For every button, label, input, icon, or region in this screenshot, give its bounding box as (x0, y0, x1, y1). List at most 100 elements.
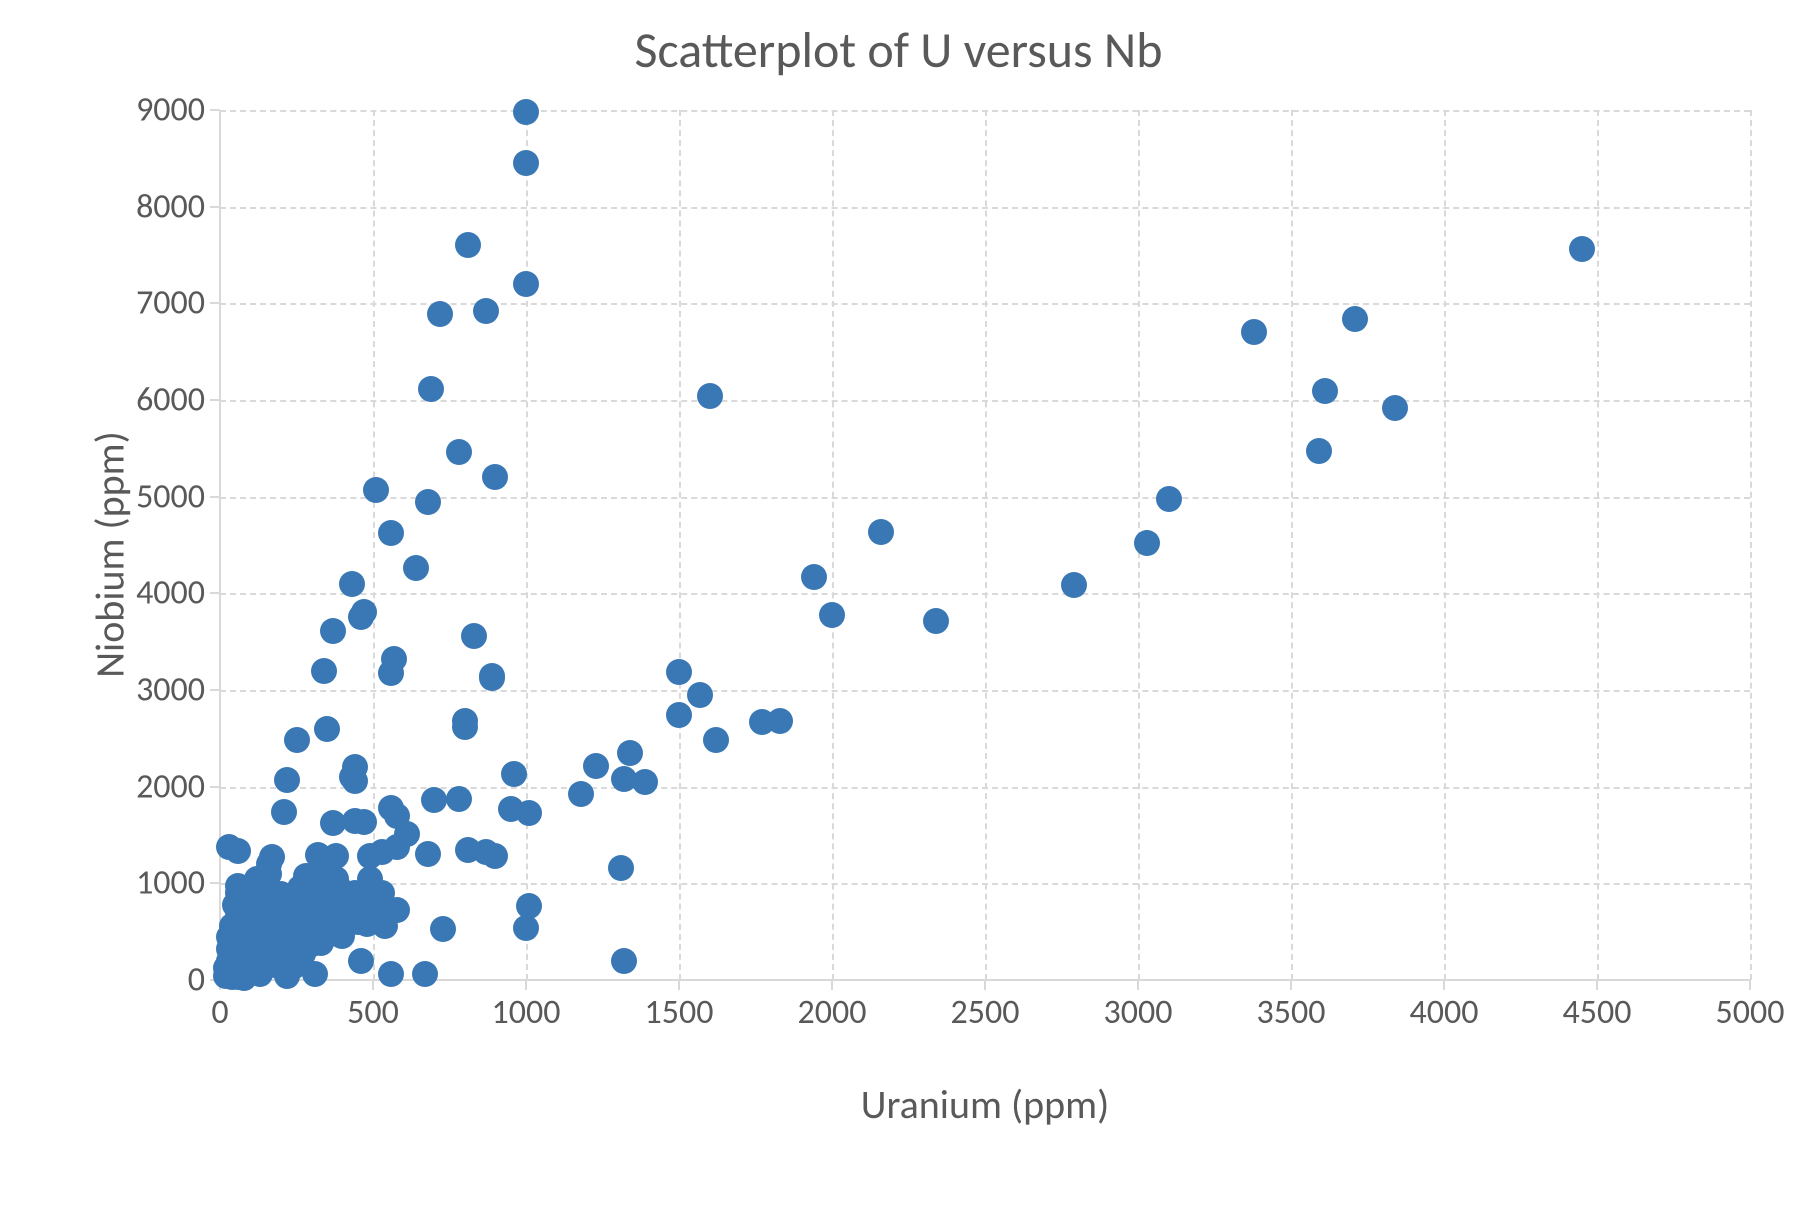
x-tick-label: 1500 (645, 992, 714, 1033)
data-point (446, 439, 472, 465)
data-point (351, 809, 377, 835)
data-point (666, 659, 692, 685)
data-point (513, 915, 539, 941)
data-point (501, 761, 527, 787)
data-point (421, 787, 447, 813)
x-tick-label: 5000 (1716, 992, 1785, 1033)
y-tick-label: 4000 (136, 573, 205, 614)
data-point (923, 608, 949, 634)
data-point (320, 810, 346, 836)
x-tick-mark (984, 980, 986, 990)
y-tick-label: 8000 (136, 186, 205, 227)
gridline-vertical (1597, 110, 1599, 980)
x-tick-label: 1000 (492, 992, 561, 1033)
data-point (427, 301, 453, 327)
x-tick-label: 2000 (798, 992, 867, 1033)
data-point (314, 716, 340, 742)
data-point (274, 963, 300, 989)
y-tick-label: 6000 (136, 380, 205, 421)
data-point (611, 948, 637, 974)
y-tick-mark (210, 689, 220, 691)
y-tick-mark (210, 206, 220, 208)
data-point (415, 841, 441, 867)
data-point (452, 714, 478, 740)
data-point (617, 740, 643, 766)
data-point (568, 781, 594, 807)
data-point (461, 623, 487, 649)
data-point (418, 376, 444, 402)
y-tick-label: 2000 (136, 766, 205, 807)
data-point (1241, 319, 1267, 345)
data-point (274, 767, 300, 793)
x-tick-label: 4000 (1410, 992, 1479, 1033)
x-tick-label: 0 (211, 992, 228, 1033)
data-point (1382, 395, 1408, 421)
data-point (516, 800, 542, 826)
data-point (372, 913, 398, 939)
data-point (455, 232, 481, 258)
data-point (378, 520, 404, 546)
data-point (666, 702, 692, 728)
x-tick-mark (1596, 980, 1598, 990)
data-point (403, 555, 429, 581)
x-tick-mark (372, 980, 374, 990)
x-tick-mark (678, 980, 680, 990)
y-tick-label: 5000 (136, 476, 205, 517)
x-tick-label: 2500 (951, 992, 1020, 1033)
data-point (339, 571, 365, 597)
x-tick-mark (1443, 980, 1445, 990)
x-tick-label: 3500 (1257, 992, 1326, 1033)
gridline-vertical (1750, 110, 1752, 980)
data-point (819, 602, 845, 628)
data-point (632, 769, 658, 795)
data-point (703, 727, 729, 753)
x-tick-mark (1137, 980, 1139, 990)
x-axis-title: Uranium (ppm) (220, 1080, 1750, 1129)
gridline-vertical (985, 110, 987, 980)
data-point (348, 604, 374, 630)
data-point (697, 383, 723, 409)
data-point (271, 799, 297, 825)
gridline-vertical (526, 110, 528, 980)
data-point (1569, 236, 1595, 262)
x-tick-label: 4500 (1563, 992, 1632, 1033)
x-tick-mark (525, 980, 527, 990)
y-tick-label: 1000 (136, 863, 205, 904)
data-point (583, 753, 609, 779)
x-tick-mark (831, 980, 833, 990)
data-point (868, 519, 894, 545)
data-point (608, 855, 634, 881)
x-tick-mark (1749, 980, 1751, 990)
data-point (430, 916, 456, 942)
data-point (363, 477, 389, 503)
data-point (342, 768, 368, 794)
x-tick-label: 500 (347, 992, 399, 1033)
y-tick-mark (210, 399, 220, 401)
data-point (513, 99, 539, 125)
data-point (513, 150, 539, 176)
data-point (348, 948, 374, 974)
data-point (1342, 306, 1368, 332)
data-point (320, 618, 346, 644)
data-point (446, 786, 472, 812)
data-point (378, 961, 404, 987)
data-point (225, 838, 251, 864)
data-point (687, 682, 713, 708)
y-tick-mark (210, 882, 220, 884)
data-point (284, 727, 310, 753)
gridline-vertical (1291, 110, 1293, 980)
y-tick-mark (210, 109, 220, 111)
y-axis-title: Niobium (ppm) (86, 355, 135, 755)
data-point (513, 271, 539, 297)
data-point (801, 564, 827, 590)
data-point (479, 665, 505, 691)
data-point (1061, 572, 1087, 598)
scatter-chart: Scatterplot of U versus Nb Niobium (ppm)… (0, 0, 1797, 1205)
y-tick-label: 9000 (136, 90, 205, 131)
y-tick-mark (210, 496, 220, 498)
x-tick-label: 3000 (1104, 992, 1173, 1033)
data-point (415, 489, 441, 515)
y-tick-label: 7000 (136, 283, 205, 324)
chart-title: Scatterplot of U versus Nb (0, 20, 1797, 81)
y-tick-mark (210, 592, 220, 594)
